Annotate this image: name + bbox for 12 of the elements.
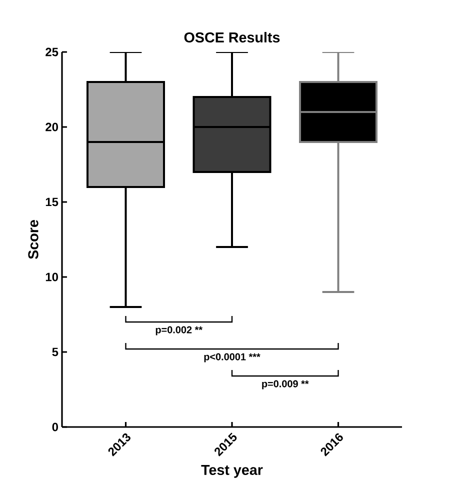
annotation: p=0.002 ** bbox=[156, 326, 203, 336]
chart-title: OSCE Results bbox=[184, 32, 280, 42]
y-tick-label: 20 bbox=[46, 122, 58, 132]
y-axis-title: Score bbox=[28, 220, 38, 260]
y-tick-label: 5 bbox=[52, 348, 58, 356]
y-tick-label: 25 bbox=[46, 48, 58, 56]
x-axis-title: Test year bbox=[201, 464, 263, 478]
annotation: p<0.0001 *** bbox=[204, 353, 260, 362]
y-tick-label: 15 bbox=[46, 198, 58, 206]
annotation: p=0.009 ** bbox=[262, 380, 309, 390]
y-tick-label: 0 bbox=[52, 422, 58, 432]
y-tick-label: 10 bbox=[46, 272, 58, 282]
